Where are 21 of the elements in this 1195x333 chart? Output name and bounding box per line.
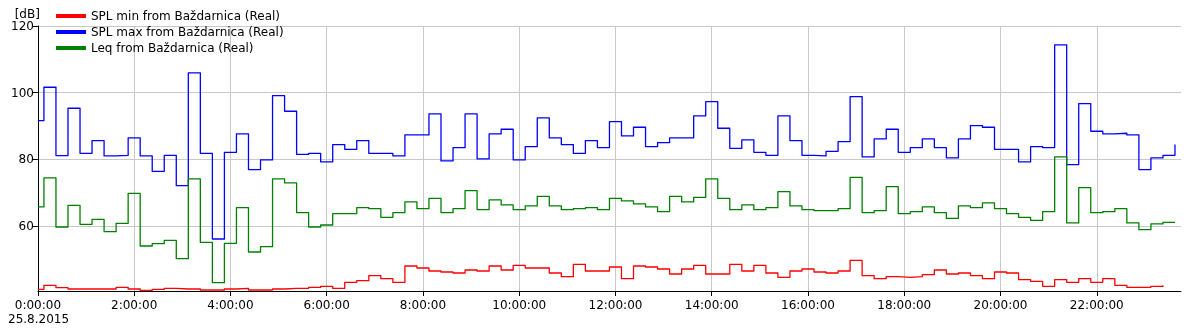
legend-label: SPL max from Baždarnica (Real) [91, 25, 284, 39]
x-tick-label: 20:00:00 [973, 298, 1028, 312]
y-tick-label: 80 [18, 152, 34, 167]
legend-label: Leq from Baždarnica (Real) [91, 41, 254, 55]
x-tick-label: 2:00:00 [111, 298, 158, 312]
y-tick-label: 120 [11, 18, 34, 33]
y-axis-title: [dB] [14, 7, 40, 21]
x-tick-label: 16:00:00 [781, 298, 835, 312]
x-tick-label: 0:00:00 [14, 298, 62, 312]
x-tick-label: 10:00:00 [492, 298, 547, 312]
x-tick-label: 8:00:00 [399, 298, 447, 312]
y-tick-label: 100 [11, 85, 34, 100]
x-tick-label: 14:00:00 [684, 298, 739, 312]
x-tick-label: 22:00:00 [1069, 298, 1124, 312]
x-tick-label: 4:00:00 [207, 298, 254, 312]
x-axis-title: 25.8.2015 [8, 312, 70, 326]
y-tick-label: 60 [18, 218, 34, 233]
x-tick-label: 6:00:00 [303, 298, 350, 312]
legend-label: SPL min from Baždarnica (Real) [91, 9, 281, 23]
x-tick-label: 12:00:00 [588, 298, 643, 312]
x-tick-label: 18:00:00 [877, 298, 932, 312]
